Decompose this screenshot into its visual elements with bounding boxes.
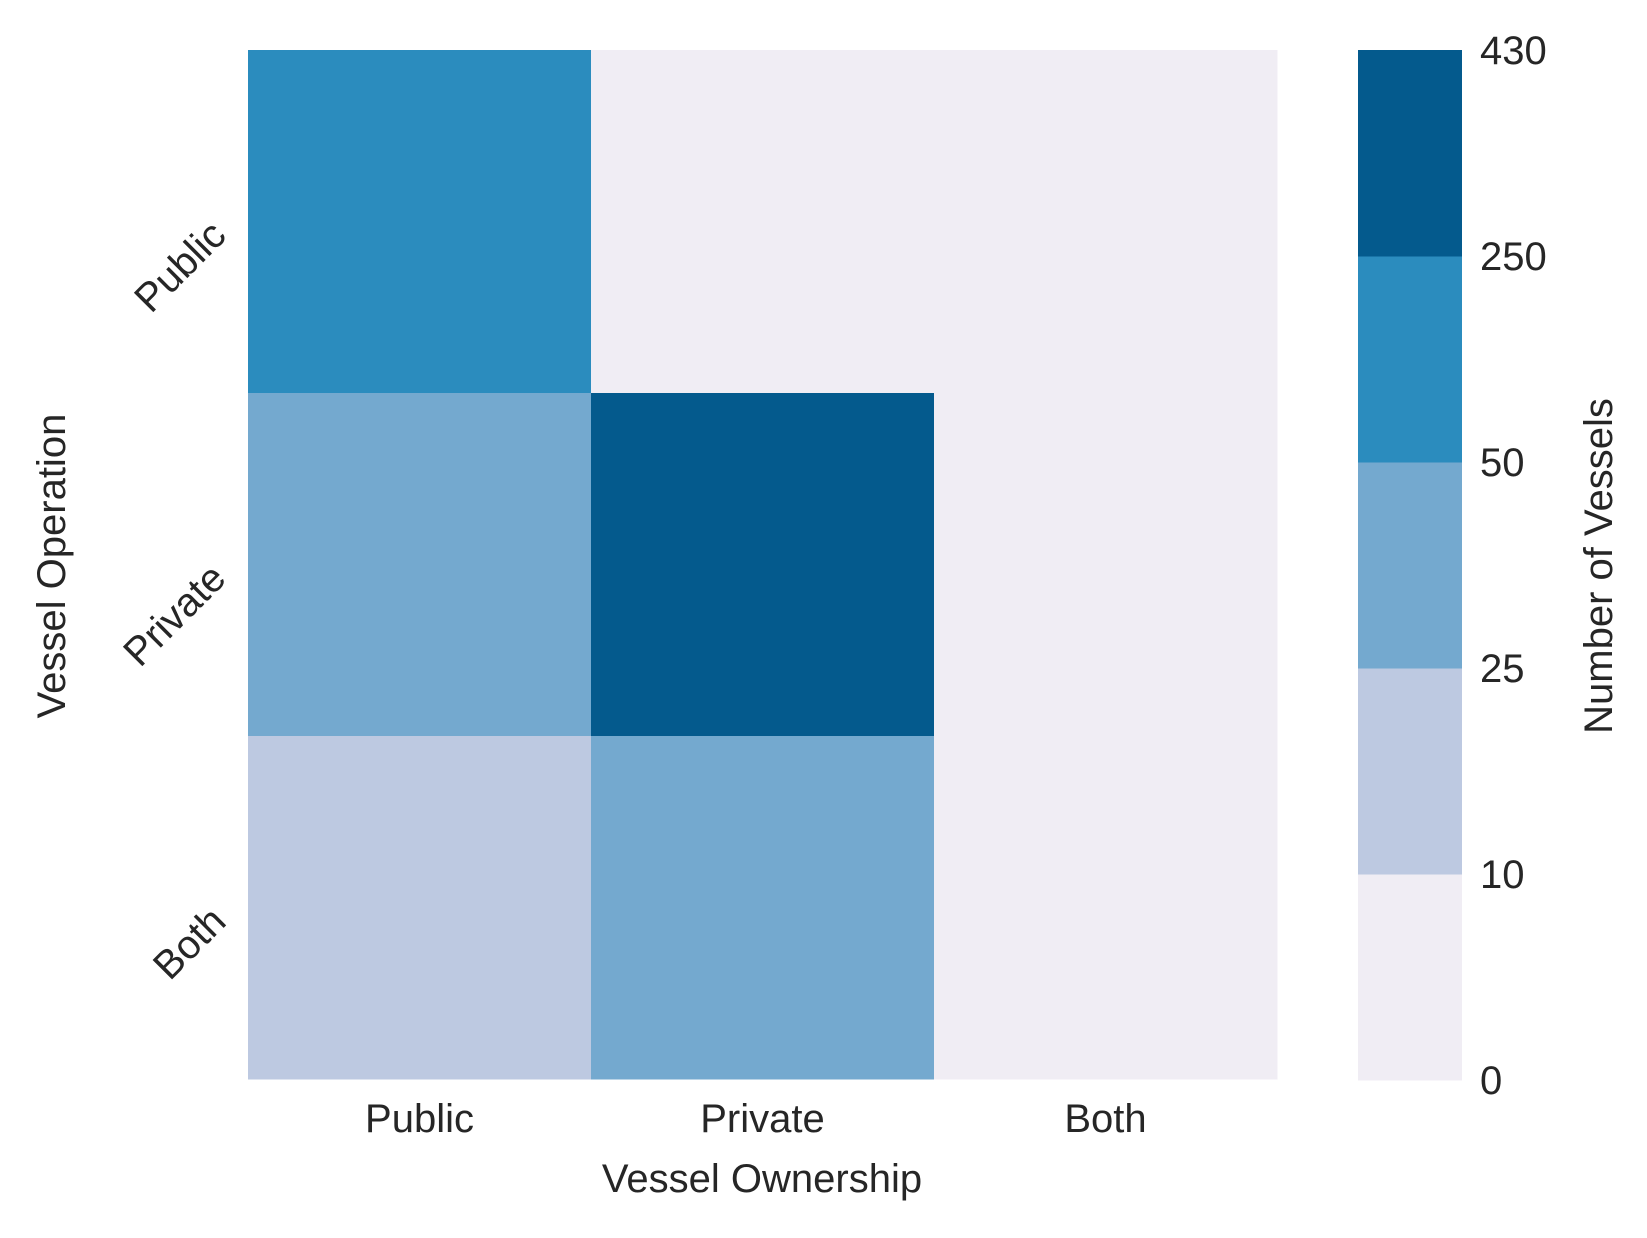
heatmap-cell-public-both [934, 50, 1278, 394]
x-tick-labels: Public Private Both [365, 1097, 1147, 1141]
colorbar-label: Number of Vessels [1577, 398, 1621, 734]
colorbar-segment-2 [1358, 462, 1462, 669]
colorbar-tick-430: 430 [1480, 29, 1547, 73]
heatmap-cell-private-public [248, 393, 592, 737]
y-tick-label-private: Private [115, 556, 234, 675]
x-axis-label: Vessel Ownership [602, 1157, 922, 1201]
heatmap-cell-public-private [591, 50, 935, 394]
x-tick-label-public: Public [365, 1097, 474, 1141]
heatmap-cells [248, 50, 1278, 1080]
colorbar-tick-10: 10 [1480, 853, 1525, 897]
colorbar-tick-0: 0 [1480, 1059, 1502, 1103]
heatmap-cell-both-private [591, 736, 935, 1080]
x-tick-label-private: Private [700, 1097, 825, 1141]
colorbar [1358, 50, 1462, 1081]
colorbar-segment-1 [1358, 668, 1462, 875]
heatmap-cell-public-public [248, 50, 592, 394]
y-axis-label: Vessel Operation [30, 414, 74, 719]
colorbar-tick-50: 50 [1480, 441, 1525, 485]
colorbar-tick-25: 25 [1480, 647, 1525, 691]
y-tick-labels: Public Private Both [115, 213, 234, 988]
heatmap-cell-both-public [248, 736, 592, 1080]
colorbar-tick-labels: 0 10 25 50 250 430 [1480, 29, 1547, 1103]
colorbar-tick-250: 250 [1480, 235, 1547, 279]
y-tick-label-public: Public [126, 213, 234, 321]
colorbar-segment-4 [1358, 50, 1462, 257]
y-tick-label-both: Both [145, 899, 234, 988]
heatmap-cell-private-private [591, 393, 935, 737]
colorbar-segment-0 [1358, 874, 1462, 1081]
heatmap-cell-both-both [934, 736, 1278, 1080]
heatmap-cell-private-both [934, 393, 1278, 737]
x-tick-label-both: Both [1064, 1097, 1146, 1141]
colorbar-segment-3 [1358, 256, 1462, 463]
